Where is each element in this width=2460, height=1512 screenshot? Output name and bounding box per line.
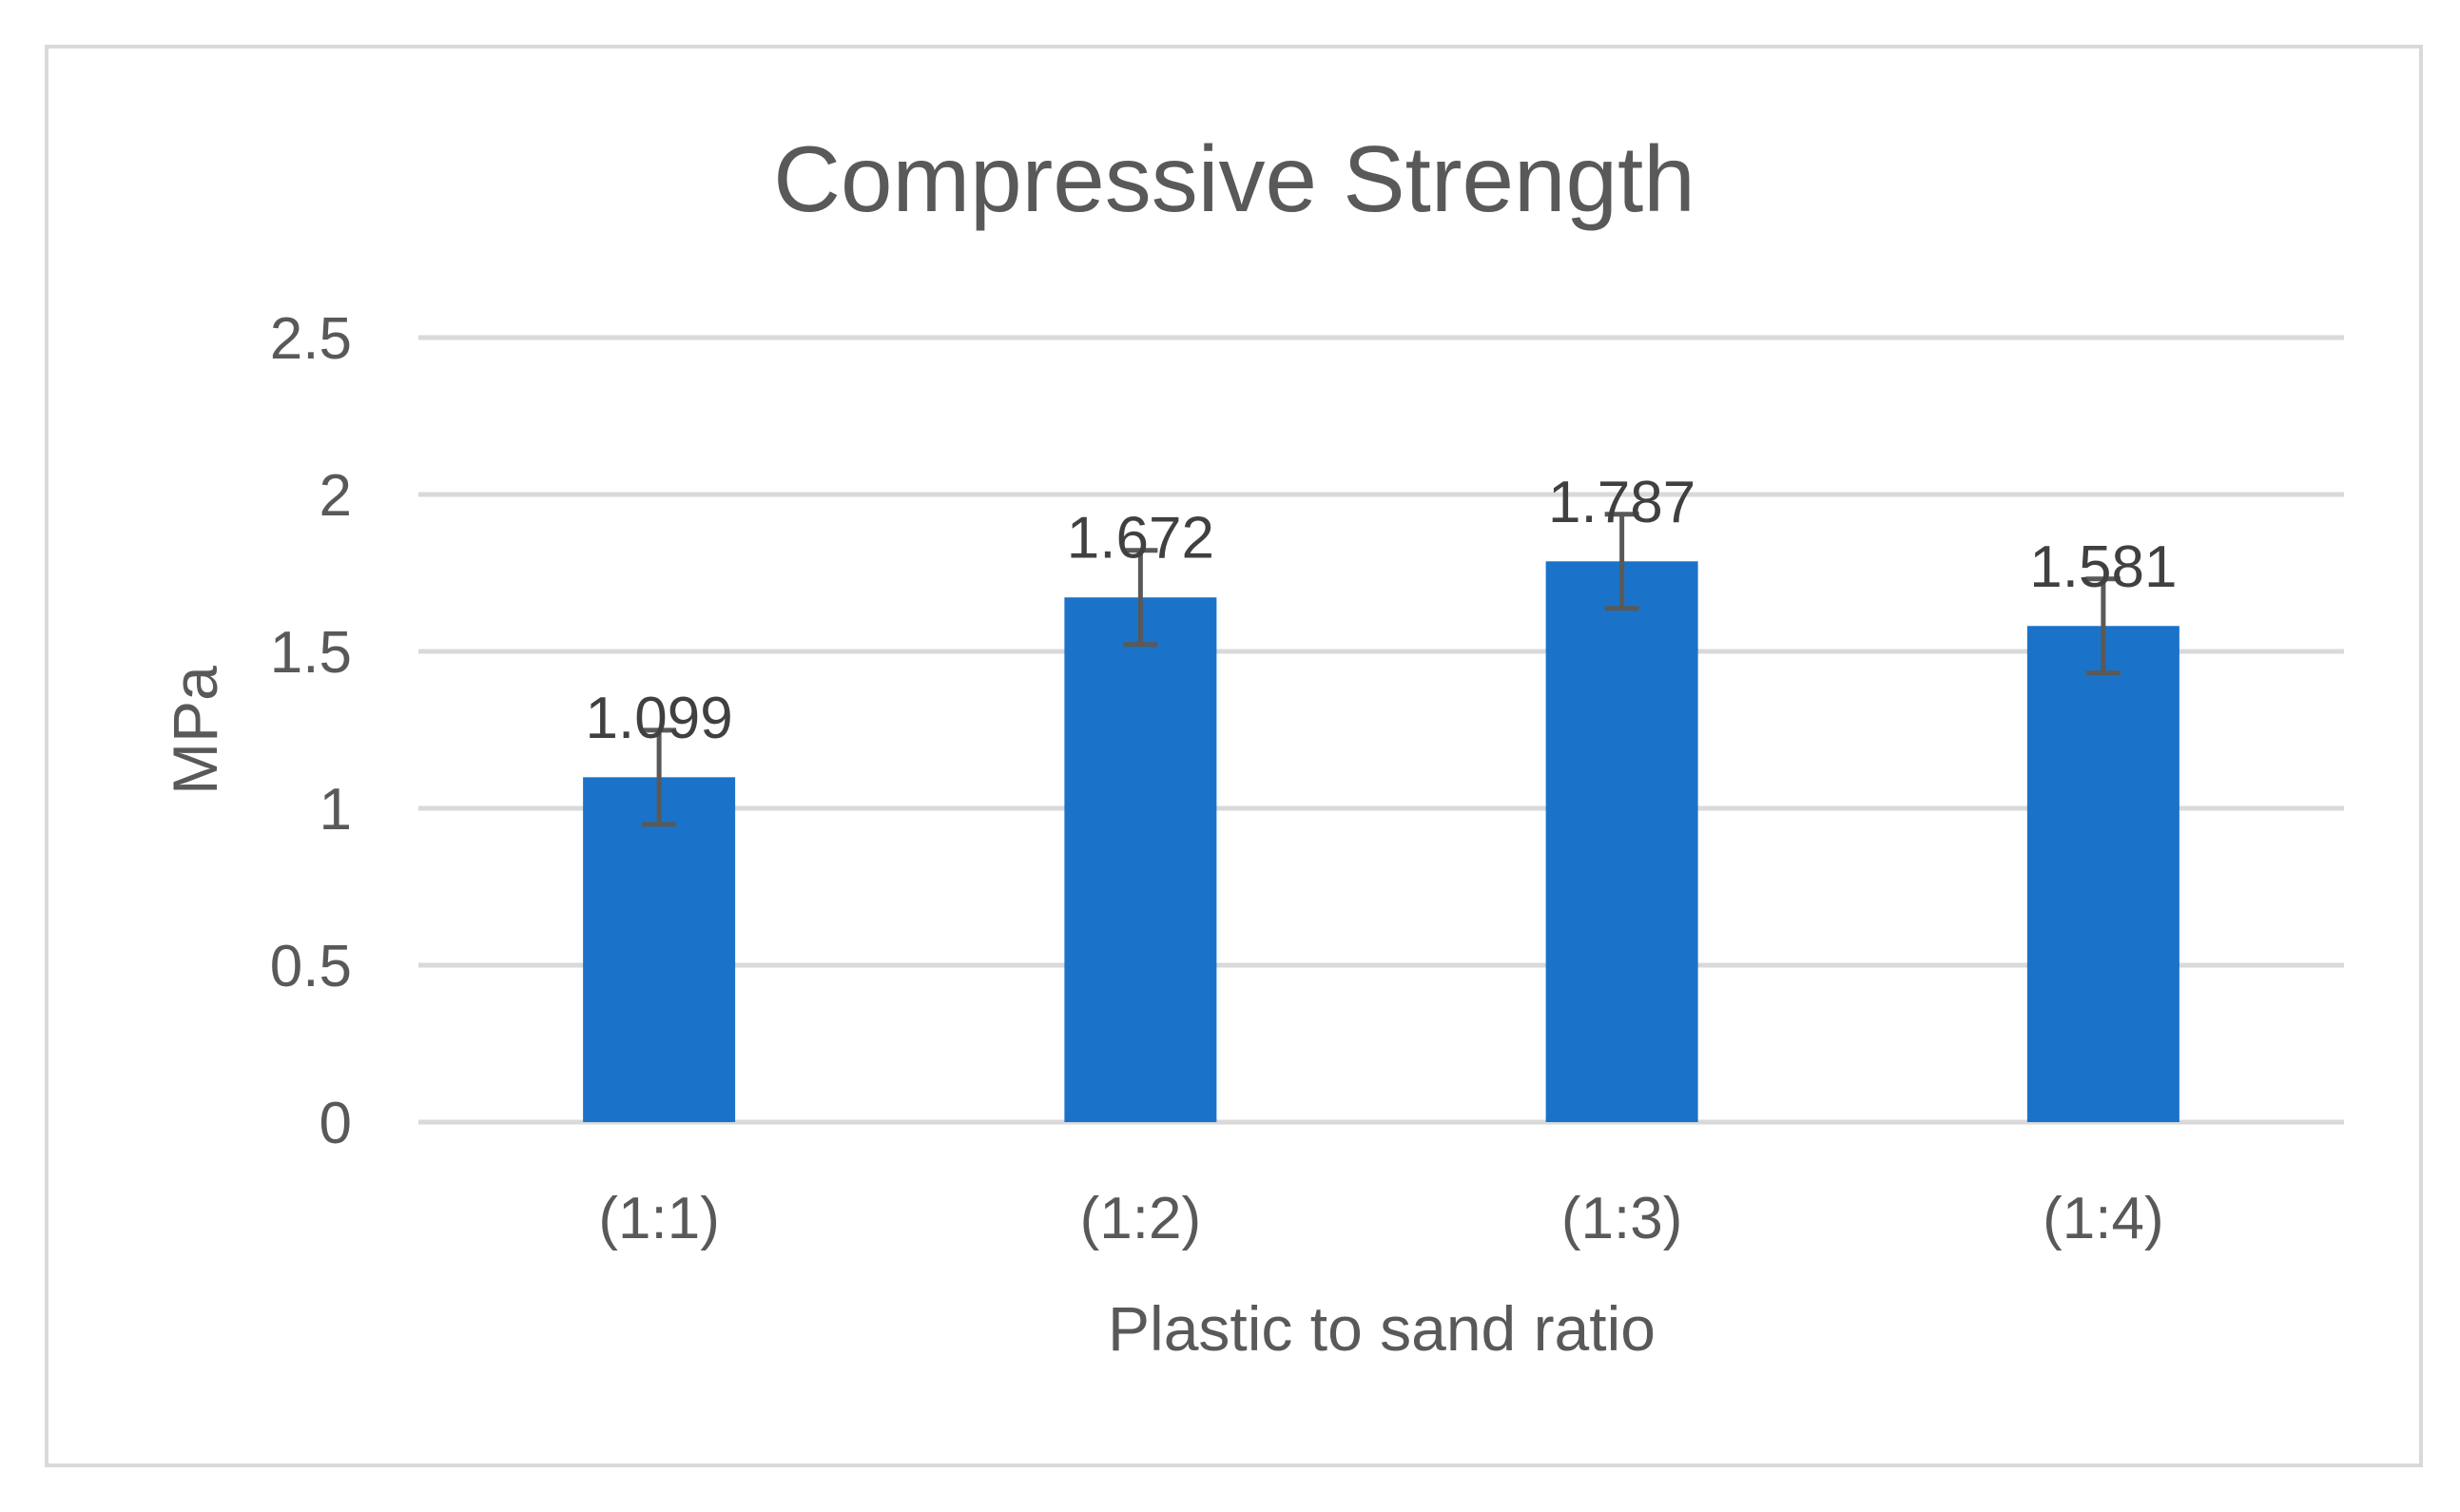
error-bar bbox=[1123, 548, 1158, 648]
y-tick-label: 0.5 bbox=[270, 934, 352, 999]
data-label: 1.672 bbox=[1067, 506, 1214, 572]
y-tick-label: 2 bbox=[320, 463, 352, 529]
bar bbox=[1064, 597, 1217, 1122]
bar bbox=[1545, 561, 1698, 1122]
y-tick-label: 0 bbox=[320, 1091, 352, 1156]
error-bars bbox=[642, 512, 2121, 827]
error-bar bbox=[2085, 576, 2121, 676]
bars bbox=[583, 561, 2179, 1122]
bar bbox=[2026, 626, 2179, 1122]
x-axis-title: Plastic to sand ratio bbox=[1108, 1293, 1656, 1364]
x-axis-tick-labels: (1:1) (1:2) (1:3) (1:4) bbox=[598, 1186, 2163, 1251]
data-label: 1.099 bbox=[586, 686, 733, 751]
chart-title: Compressive Strength bbox=[773, 126, 1695, 231]
y-tick-label: 1.5 bbox=[270, 620, 352, 686]
y-axis-title: MPa bbox=[160, 666, 230, 795]
gridlines bbox=[418, 335, 2344, 1125]
data-label: 1.581 bbox=[2029, 534, 2177, 600]
x-tick-label: (1:4) bbox=[2043, 1186, 2163, 1251]
error-bar bbox=[1604, 512, 1639, 611]
x-tick-label: (1:3) bbox=[1561, 1186, 1682, 1251]
y-tick-label: 2.5 bbox=[270, 306, 352, 372]
y-tick-label: 1 bbox=[320, 777, 352, 843]
bar bbox=[583, 777, 736, 1122]
y-axis-tick-labels: 0 0.5 1 1.5 2 2.5 bbox=[270, 306, 352, 1156]
x-tick-label: (1:2) bbox=[1080, 1186, 1201, 1251]
error-bar bbox=[642, 727, 677, 827]
x-tick-label: (1:1) bbox=[598, 1186, 719, 1251]
data-labels: 1.099 1.672 1.787 1.581 bbox=[586, 470, 2178, 751]
data-label: 1.787 bbox=[1548, 470, 1695, 535]
chart-frame bbox=[45, 45, 2423, 1467]
